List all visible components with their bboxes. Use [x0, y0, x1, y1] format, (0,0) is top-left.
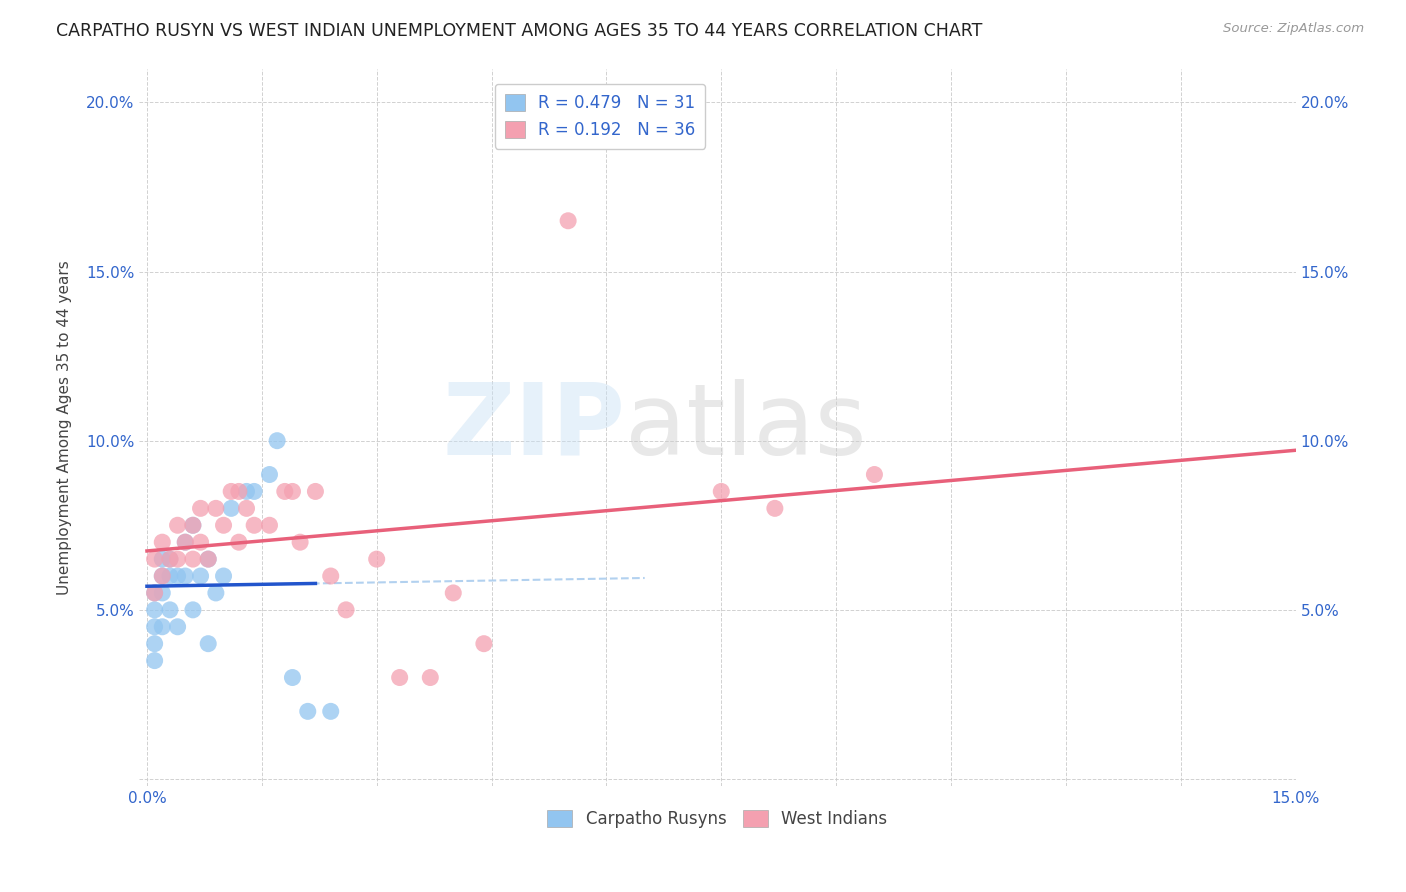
Point [197, 637, 219, 651]
Point [159, 552, 181, 566]
Point [181, 603, 204, 617]
Point [441, 586, 464, 600]
Point [150, 586, 173, 600]
Point [243, 484, 266, 499]
Point [863, 467, 886, 482]
Point [143, 603, 166, 617]
Point [174, 535, 197, 549]
Point [143, 552, 166, 566]
Point [181, 552, 204, 566]
Point [763, 501, 786, 516]
Point [266, 434, 288, 448]
Point [190, 569, 212, 583]
Point [212, 518, 235, 533]
Point [472, 637, 495, 651]
Point [190, 535, 212, 549]
Point [212, 569, 235, 583]
Point [259, 467, 281, 482]
Point [150, 569, 173, 583]
Point [174, 535, 197, 549]
Point [219, 501, 242, 516]
Point [150, 569, 173, 583]
Point [143, 586, 166, 600]
Y-axis label: Unemployment Among Ages 35 to 44 years: Unemployment Among Ages 35 to 44 years [58, 260, 72, 595]
Text: atlas: atlas [624, 378, 866, 475]
Point [166, 569, 188, 583]
Point [235, 501, 257, 516]
Point [281, 671, 304, 685]
Point [166, 620, 188, 634]
Point [143, 620, 166, 634]
Point [243, 518, 266, 533]
Point [281, 484, 304, 499]
Point [205, 586, 228, 600]
Point [259, 518, 281, 533]
Point [166, 518, 188, 533]
Point [143, 654, 166, 668]
Point [304, 484, 326, 499]
Point [143, 586, 166, 600]
Point [150, 552, 173, 566]
Point [319, 704, 342, 718]
Point [288, 535, 311, 549]
Text: ZIP: ZIP [441, 378, 624, 475]
Point [181, 518, 204, 533]
Point [159, 552, 181, 566]
Point [150, 535, 173, 549]
Point [159, 569, 181, 583]
Point [197, 552, 219, 566]
Point [181, 518, 204, 533]
Point [366, 552, 388, 566]
Point [159, 603, 181, 617]
Text: CARPATHO RUSYN VS WEST INDIAN UNEMPLOYMENT AMONG AGES 35 TO 44 YEARS CORRELATION: CARPATHO RUSYN VS WEST INDIAN UNEMPLOYME… [56, 22, 983, 40]
Text: Source: ZipAtlas.com: Source: ZipAtlas.com [1223, 22, 1364, 36]
Point [388, 671, 411, 685]
Point [228, 535, 250, 549]
Point [143, 637, 166, 651]
Point [557, 213, 579, 227]
Point [205, 501, 228, 516]
Point [297, 704, 319, 718]
Point [174, 569, 197, 583]
Point [150, 620, 173, 634]
Point [235, 484, 257, 499]
Point [319, 569, 342, 583]
Point [228, 484, 250, 499]
Legend: Carpatho Rusyns, West Indians: Carpatho Rusyns, West Indians [541, 804, 894, 835]
Point [190, 501, 212, 516]
Point [219, 484, 242, 499]
Point [335, 603, 357, 617]
Point [197, 552, 219, 566]
Point [274, 484, 297, 499]
Point [166, 552, 188, 566]
Point [419, 671, 441, 685]
Point [710, 484, 733, 499]
